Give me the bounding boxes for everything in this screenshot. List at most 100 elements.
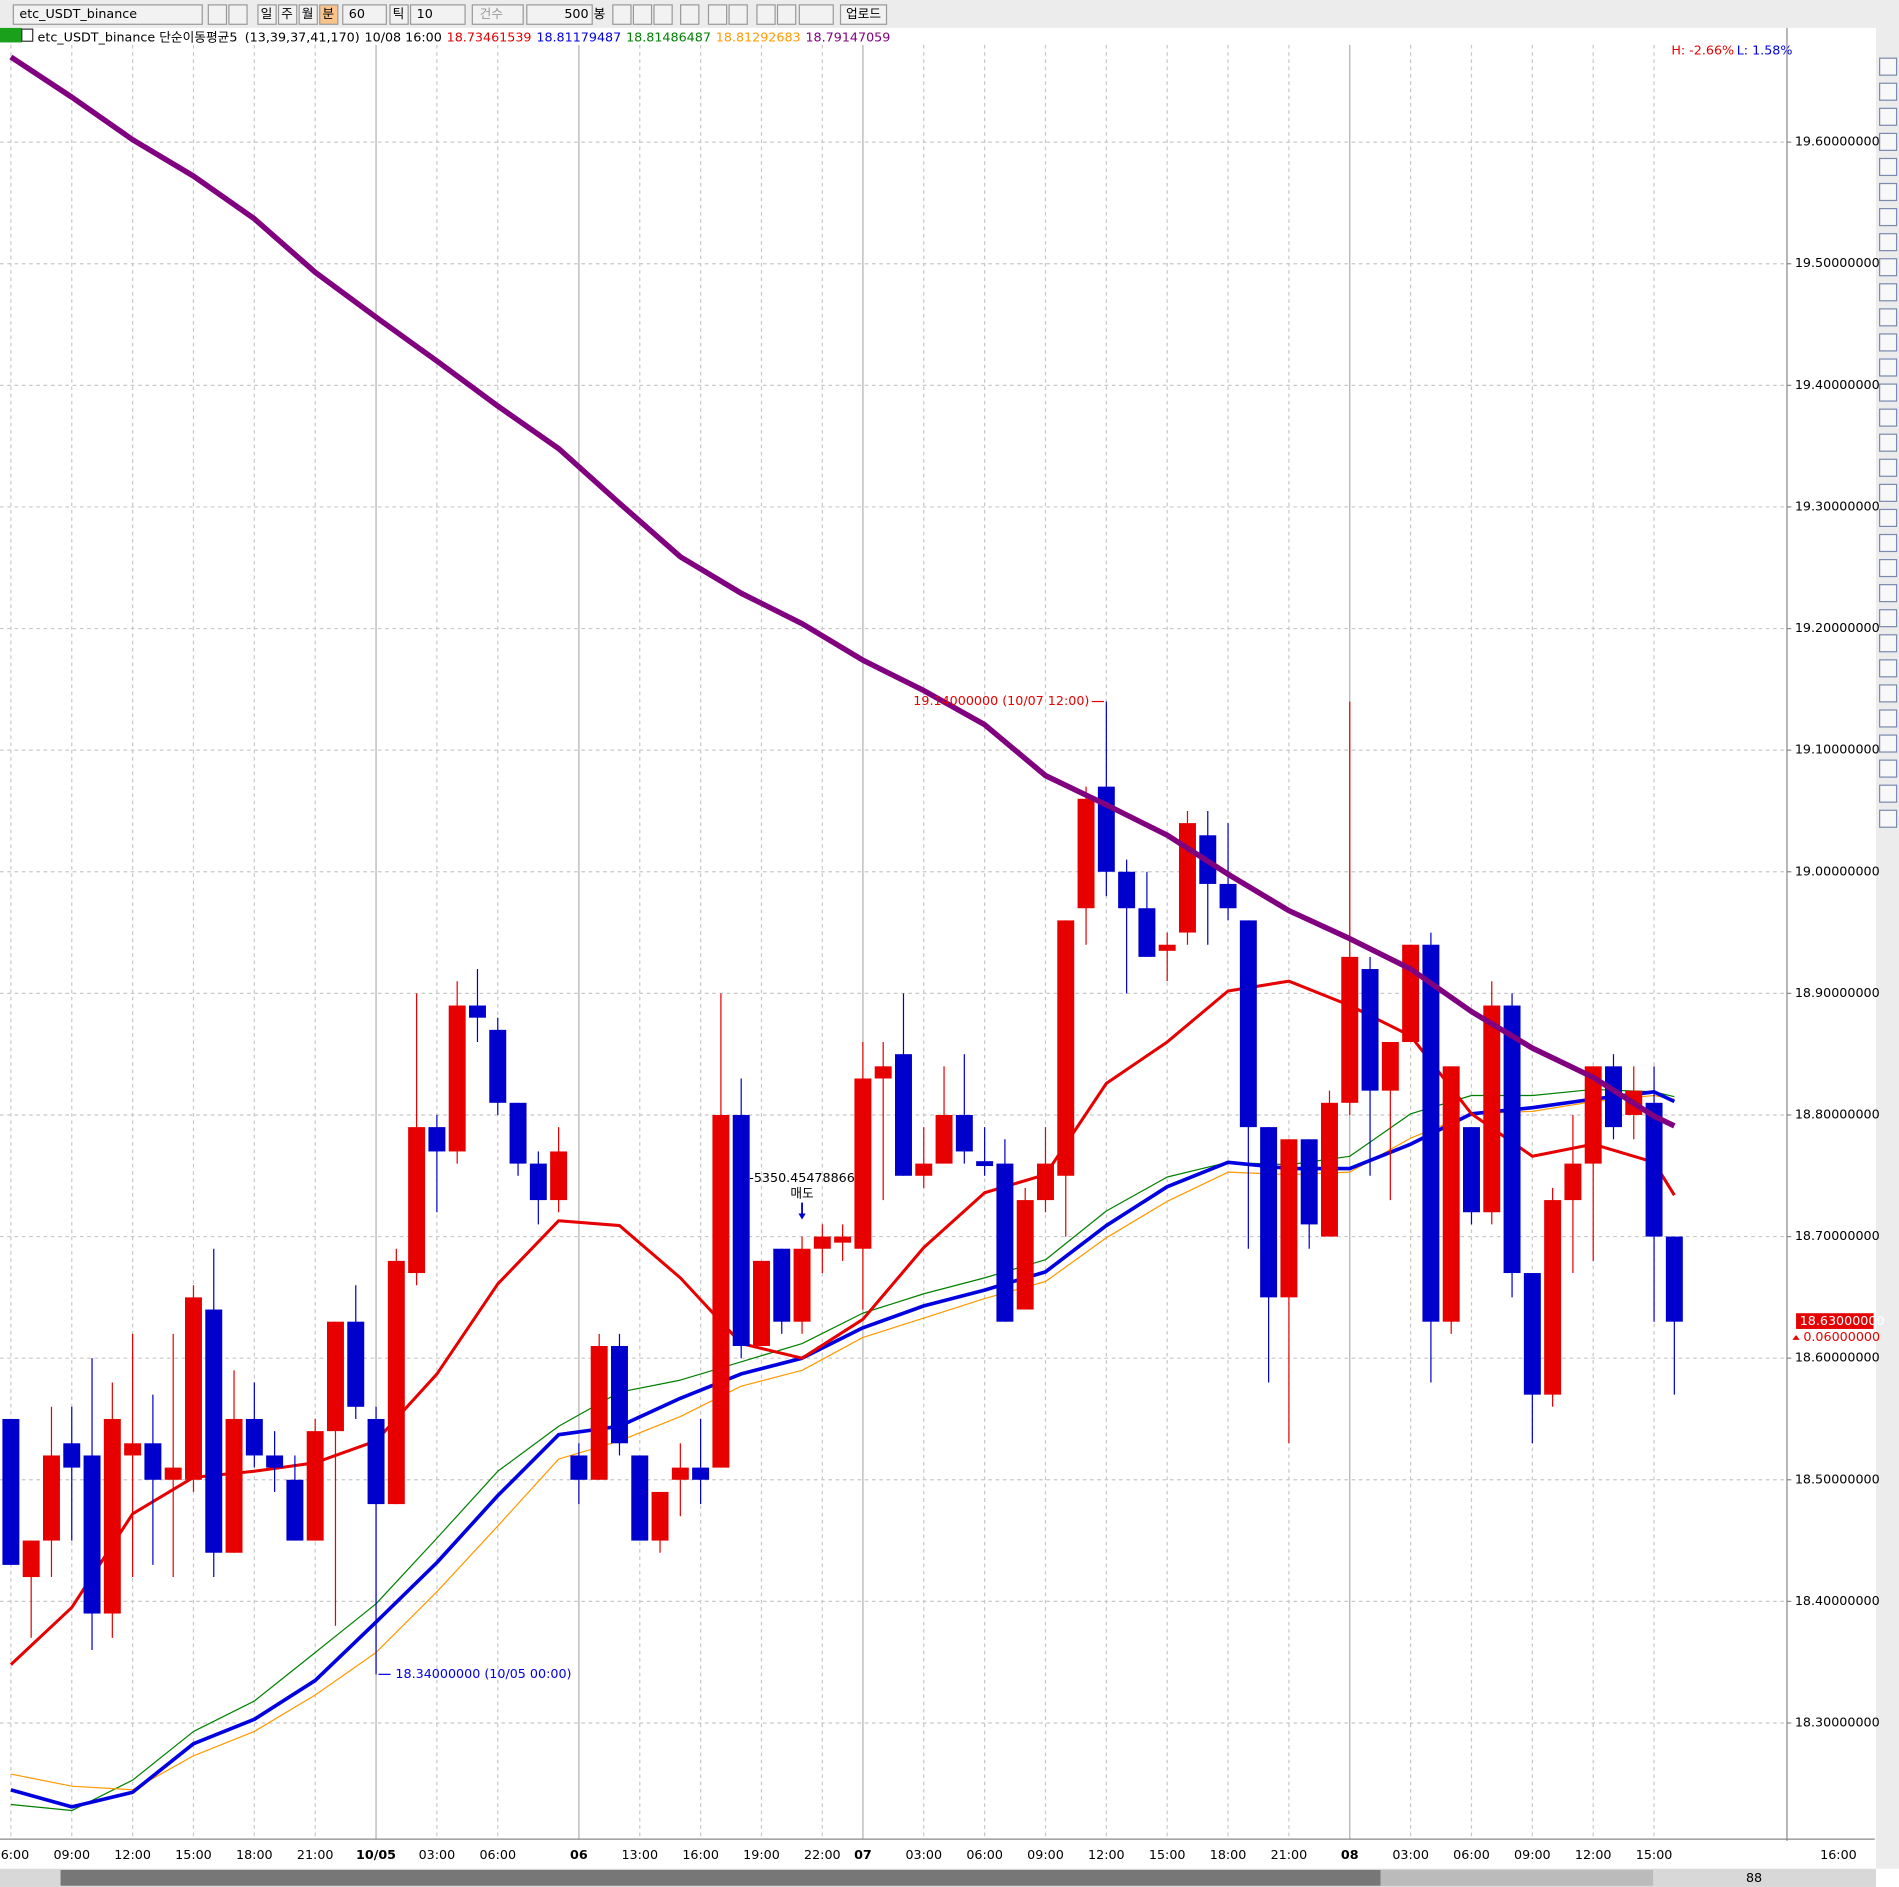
candle-body xyxy=(1077,798,1095,909)
moving-average xyxy=(9,54,1676,1129)
tool-2[interactable] xyxy=(632,4,653,25)
drawing-tool[interactable] xyxy=(1879,458,1898,477)
symbol-box[interactable] xyxy=(12,4,203,25)
drawing-tool[interactable] xyxy=(1879,784,1898,803)
candle-body xyxy=(103,1418,121,1614)
search-button-2[interactable] xyxy=(228,4,248,25)
candle-body xyxy=(1605,1066,1622,1128)
drawing-tool[interactable] xyxy=(1879,659,1898,678)
drawing-tool[interactable] xyxy=(1879,157,1898,177)
candle-body xyxy=(590,1346,608,1480)
drawing-tool[interactable] xyxy=(1879,609,1898,628)
drawing-tool[interactable] xyxy=(1879,584,1898,603)
candle-body xyxy=(550,1151,568,1201)
drawing-tool[interactable] xyxy=(1879,809,1898,828)
candle-body xyxy=(1665,1236,1683,1322)
drawing-tool[interactable] xyxy=(1879,233,1898,252)
drawing-tool[interactable] xyxy=(1879,634,1898,653)
month-button[interactable] xyxy=(298,4,318,25)
high-change: H: -2.66% xyxy=(1671,42,1734,57)
week-button[interactable] xyxy=(277,4,298,25)
candle-body xyxy=(651,1491,669,1541)
y-tick-label: 18.30000000 xyxy=(1795,1714,1880,1729)
tool-8[interactable] xyxy=(776,4,797,25)
drawing-tool[interactable] xyxy=(1879,283,1898,302)
tool-5[interactable] xyxy=(707,4,728,25)
tool-4[interactable] xyxy=(680,4,700,25)
candle-body xyxy=(164,1467,182,1480)
drawing-tool[interactable] xyxy=(1879,57,1898,76)
period-box[interactable] xyxy=(342,4,387,25)
count-box[interactable] xyxy=(526,4,593,25)
y-tick-label: 19.10000000 xyxy=(1795,742,1880,757)
x-tick-label: 12:00 xyxy=(1575,1847,1612,1862)
drawing-tool[interactable] xyxy=(1879,408,1898,427)
drawing-tool[interactable] xyxy=(1879,508,1898,528)
drawing-tool[interactable] xyxy=(1879,709,1898,728)
drawing-tool[interactable] xyxy=(1879,82,1898,101)
tick-box[interactable] xyxy=(409,4,466,25)
drawing-tool[interactable] xyxy=(1879,308,1898,327)
indicator-value: 18.81486487 xyxy=(626,29,711,44)
candle-body xyxy=(1483,1005,1501,1213)
x-tick-label: 12:00 xyxy=(1088,1847,1125,1862)
candle-body xyxy=(610,1346,628,1444)
candle-body xyxy=(671,1467,689,1480)
annotation: 18.34000000 (10/05 00:00) xyxy=(395,1666,571,1681)
drawing-tool[interactable] xyxy=(1879,383,1898,402)
candle-body xyxy=(1645,1102,1663,1237)
drawing-tool[interactable] xyxy=(1879,483,1898,502)
x-tick-label: 12:00 xyxy=(114,1847,151,1862)
candle-body xyxy=(915,1163,933,1176)
count-button[interactable] xyxy=(471,4,524,25)
search-button[interactable] xyxy=(207,4,228,25)
tick-button[interactable] xyxy=(389,4,409,25)
drawing-tool[interactable] xyxy=(1879,132,1898,151)
drawing-tool[interactable] xyxy=(1879,684,1898,703)
count-label: 건수 xyxy=(480,6,504,21)
candle-body xyxy=(712,1114,730,1468)
count-value: 500 xyxy=(564,6,588,21)
x-tick-label: 22:00 xyxy=(804,1847,841,1862)
scroll-thumb[interactable] xyxy=(1380,1869,1654,1886)
plot-area: 18.30000000 18.40000000 18.50000000 18.6000… xyxy=(0,44,1885,1885)
indicator-value: 18.81179487 xyxy=(536,29,621,44)
drawing-tool[interactable] xyxy=(1879,208,1898,227)
drawing-tool[interactable] xyxy=(1879,558,1898,578)
x-tick-label: 15:00 xyxy=(175,1847,212,1862)
drawing-tool[interactable] xyxy=(1879,734,1898,753)
tool-9[interactable] xyxy=(798,4,834,25)
x-tick-label: 06:00 xyxy=(479,1847,516,1862)
last-price-box xyxy=(1796,1313,1874,1329)
upload-label: 업로드 xyxy=(846,6,881,21)
tool-3[interactable] xyxy=(653,4,673,25)
y-tick-label: 18.70000000 xyxy=(1795,1228,1880,1243)
candle-body xyxy=(286,1479,304,1541)
drawing-tool[interactable] xyxy=(1879,182,1898,202)
upload-button[interactable] xyxy=(839,4,888,25)
drawing-tool[interactable] xyxy=(1879,333,1898,352)
tool-6[interactable] xyxy=(728,4,748,25)
candle-body xyxy=(1179,823,1196,933)
day-button[interactable] xyxy=(257,4,277,25)
candle-body xyxy=(428,1127,446,1152)
indicator-time: 10/08 16:00 xyxy=(365,29,442,44)
candle-body xyxy=(976,1161,994,1167)
drawing-tool[interactable] xyxy=(1879,533,1898,553)
candle-body xyxy=(306,1431,324,1541)
drawing-tool[interactable] xyxy=(1879,107,1898,126)
x-tick-label: 15:00 xyxy=(1636,1847,1673,1862)
close-indicator[interactable] xyxy=(21,28,34,42)
indicator-value: 18.73461539 xyxy=(447,29,532,44)
candle-body xyxy=(793,1248,811,1322)
tool-7[interactable] xyxy=(756,4,776,25)
drawing-tool[interactable] xyxy=(1879,759,1898,778)
tool-1[interactable] xyxy=(612,4,632,25)
candle-body xyxy=(570,1455,588,1480)
minute-button[interactable] xyxy=(319,4,339,25)
drawing-tool[interactable] xyxy=(1879,358,1898,377)
drawing-tool[interactable] xyxy=(1879,258,1898,277)
drawing-tool[interactable] xyxy=(1879,433,1898,452)
